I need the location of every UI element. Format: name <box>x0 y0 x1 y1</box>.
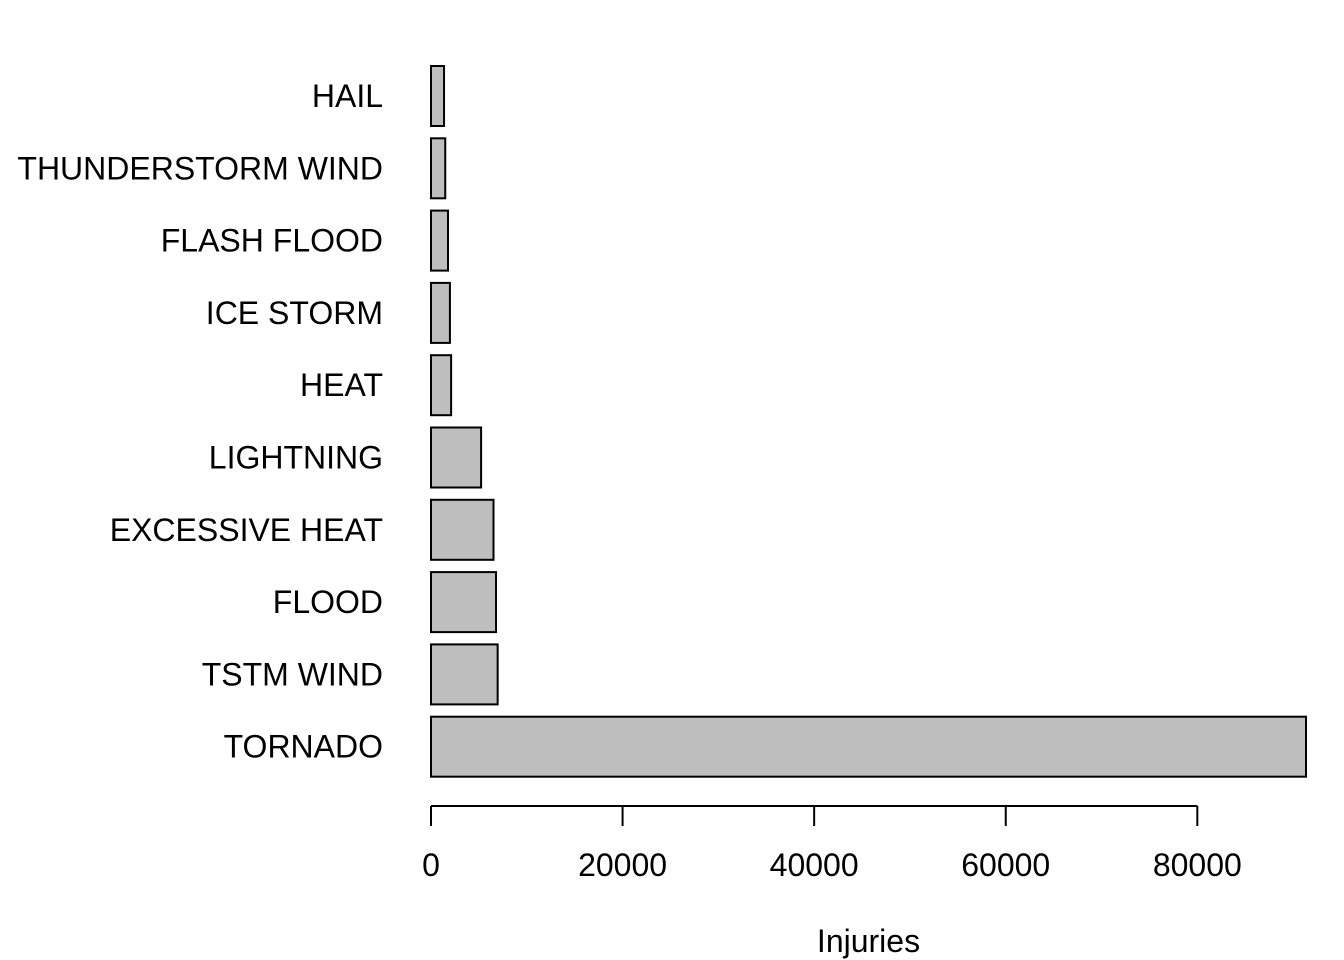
category-label: HEAT <box>300 367 383 403</box>
category-label: ICE STORM <box>206 295 383 331</box>
category-label: FLOOD <box>273 584 383 620</box>
x-tick-label: 0 <box>422 847 440 883</box>
category-labels: TORNADO TSTM WIND FLOOD EXCESSIVE HEAT LIGHT… <box>17 78 383 765</box>
bar-tornado <box>430 715 1307 778</box>
bar-heat <box>430 354 453 417</box>
category-label: FLASH FLOOD <box>161 223 383 259</box>
bar-lightning <box>430 426 483 489</box>
x-tick-label: 20000 <box>578 847 667 883</box>
bar-flash-flood <box>430 209 450 272</box>
x-tick-label: 80000 <box>1153 847 1242 883</box>
category-label: TORNADO <box>224 729 383 765</box>
bar-ice-storm <box>430 281 451 344</box>
category-label: TSTM WIND <box>202 656 383 692</box>
x-tick-label: 40000 <box>770 847 859 883</box>
bar-excessive-heat <box>430 498 495 561</box>
bars-group <box>430 65 1307 778</box>
category-label: LIGHTNING <box>209 440 383 476</box>
category-label: THUNDERSTORM WIND <box>17 150 383 186</box>
bar-tstm-wind <box>430 643 499 706</box>
x-axis-title: Injuries <box>817 923 920 959</box>
x-tick-label: 60000 <box>961 847 1050 883</box>
category-label: HAIL <box>312 78 383 114</box>
x-axis: 0 20000 40000 60000 80000 <box>422 805 1242 883</box>
bar-thunderstorm-wind <box>430 137 447 200</box>
bar-hail <box>430 65 446 127</box>
category-label: EXCESSIVE HEAT <box>110 512 383 548</box>
bar-flood <box>430 571 498 634</box>
